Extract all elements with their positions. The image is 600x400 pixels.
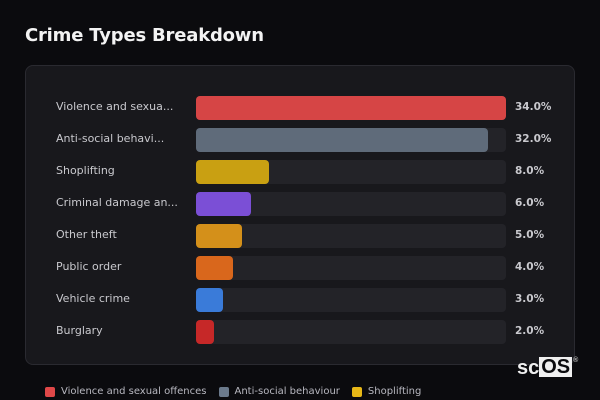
bar[interactable] <box>196 192 251 216</box>
bar-value: 3.0% <box>515 293 545 305</box>
bar[interactable] <box>196 160 269 184</box>
bar[interactable] <box>196 128 488 152</box>
bar-row: Criminal damage an... 6.0% <box>26 192 574 216</box>
logo-sc: sc <box>517 357 540 379</box>
bar[interactable] <box>196 256 233 280</box>
bar-row: Anti-social behavi... 32.0% <box>26 128 574 152</box>
bar-track <box>196 288 506 312</box>
bar-row: Violence and sexua... 34.0% <box>26 96 574 120</box>
logo-os: OS <box>539 356 573 378</box>
bar-track <box>196 192 506 216</box>
legend-label: Violence and sexual offences <box>61 386 207 397</box>
chart-legend: Violence and sexual offences Anti-social… <box>45 386 421 397</box>
page-title: Crime Types Breakdown <box>25 25 264 46</box>
legend-label: Shoplifting <box>367 386 422 397</box>
bar-label: Other theft <box>56 228 117 241</box>
bar-value: 6.0% <box>515 197 545 209</box>
bar-track <box>196 96 506 120</box>
legend-item[interactable]: Anti-social behaviour <box>218 386 340 397</box>
bar-row: Public order 4.0% <box>26 256 574 280</box>
bar-track <box>196 256 506 280</box>
legend-item[interactable]: Violence and sexual offences <box>45 386 207 397</box>
legend-swatch-icon <box>45 386 55 397</box>
bar-label: Burglary <box>56 324 103 337</box>
bar-value: 4.0% <box>515 261 545 273</box>
bar-row: Shoplifting 8.0% <box>26 160 574 184</box>
bar-value: 32.0% <box>515 133 552 145</box>
bar-label: Criminal damage an... <box>56 196 178 209</box>
legend-label: Anti-social behaviour <box>234 386 340 397</box>
legend-swatch-icon <box>218 386 229 397</box>
bar-track <box>196 224 506 248</box>
chart-card: Violence and sexua... 34.0% Anti-social … <box>25 65 575 365</box>
bar[interactable] <box>196 224 242 248</box>
bar-label: Anti-social behavi... <box>56 132 165 145</box>
bar-label: Public order <box>56 260 122 273</box>
bar[interactable] <box>196 320 215 344</box>
bar-row: Other theft 5.0% <box>26 224 574 248</box>
bar-track <box>196 128 506 152</box>
bar-label: Shoplifting <box>56 164 115 177</box>
bar-value: 8.0% <box>515 165 545 177</box>
bar[interactable] <box>196 288 224 312</box>
legend-swatch-icon <box>351 386 362 397</box>
bar-value: 2.0% <box>515 325 545 337</box>
bar-track <box>196 320 506 344</box>
bar-value: 34.0% <box>515 101 552 113</box>
bar-row: Vehicle crime 3.0% <box>26 288 574 312</box>
bar-row: Burglary 2.0% <box>26 320 574 344</box>
legend-item[interactable]: Shoplifting <box>351 386 422 397</box>
scos-logo: sc OS ® <box>517 357 578 380</box>
registered-icon: ® <box>573 357 579 364</box>
bar-value: 5.0% <box>515 229 545 241</box>
bar-label: Violence and sexua... <box>56 100 174 113</box>
bar[interactable] <box>196 96 506 120</box>
bar-track <box>196 160 506 184</box>
bar-label: Vehicle crime <box>56 292 130 305</box>
